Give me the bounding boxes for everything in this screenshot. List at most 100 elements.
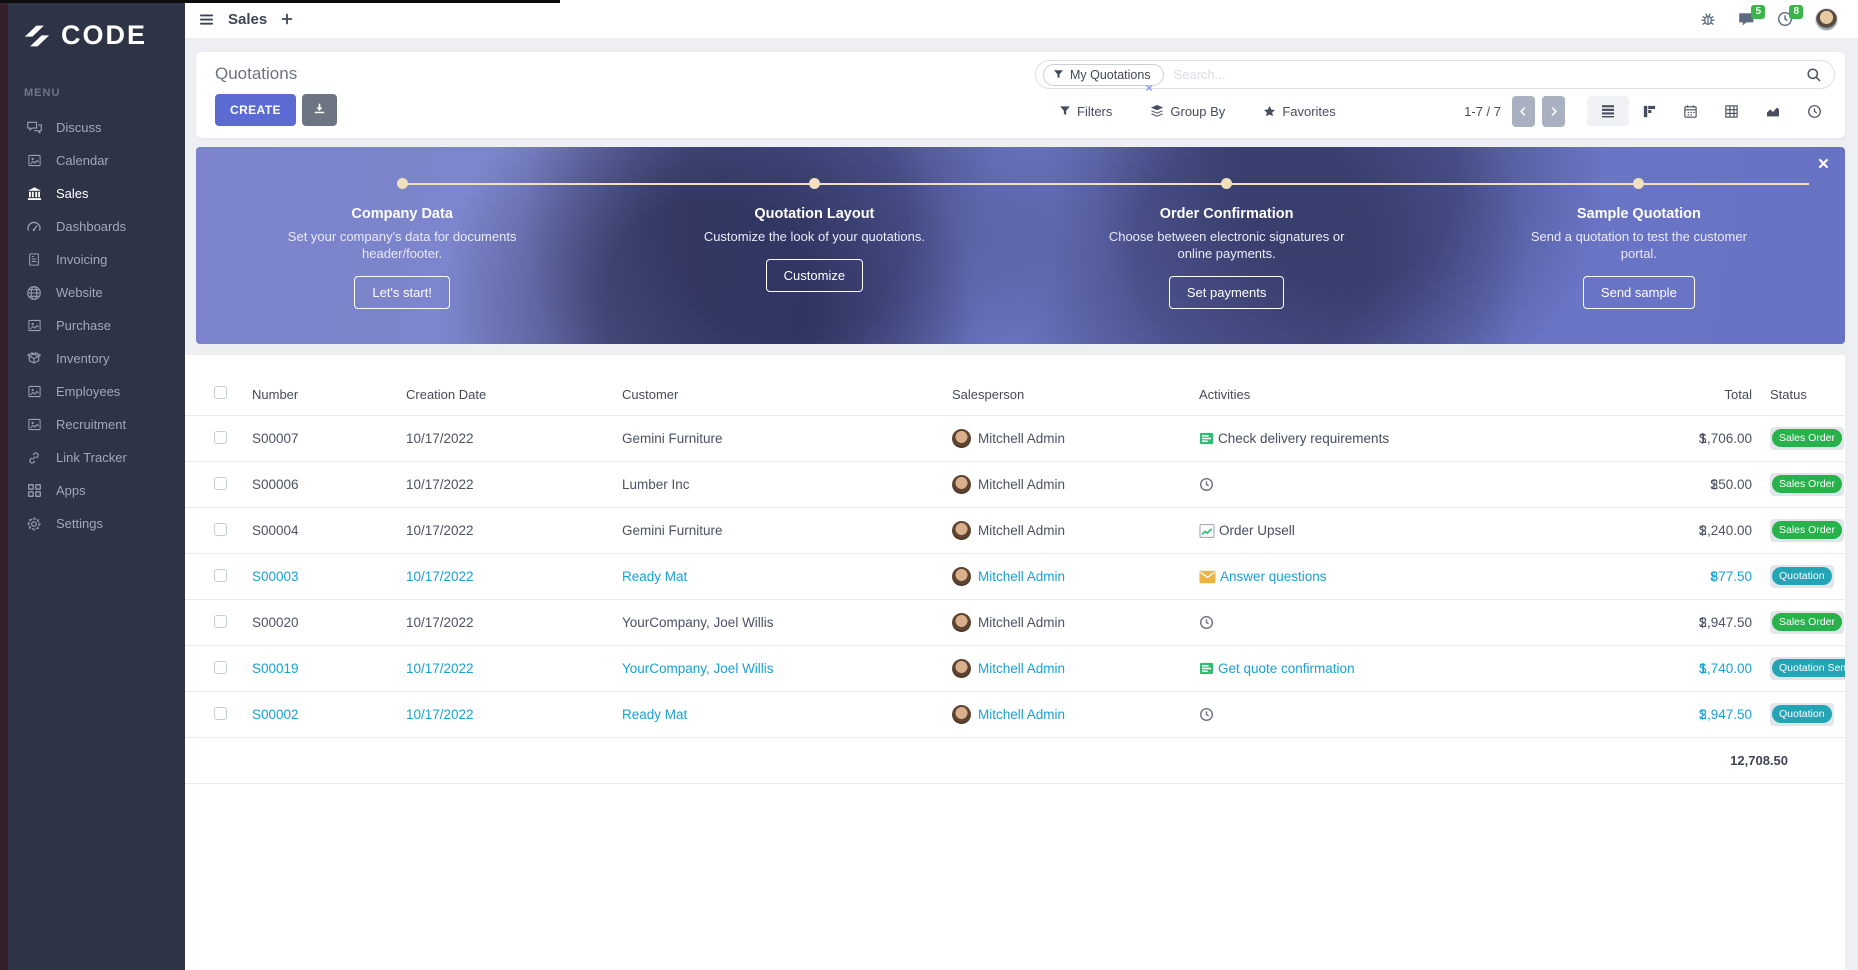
funnel-icon (1059, 105, 1071, 117)
cell-total: $1,706.00 (1579, 416, 1752, 462)
filters-button[interactable]: Filters (1059, 104, 1112, 119)
select-all-checkbox[interactable] (214, 386, 227, 399)
search-bar[interactable]: My Quotations × (1035, 60, 1835, 89)
sidebar-item-employees[interactable]: Employees (8, 375, 185, 408)
sidebar-item-dashboards[interactable]: Dashboards (8, 210, 185, 243)
status-badge: Sales Order (1772, 475, 1842, 493)
onboarding-step-order-confirmation: Order ConfirmationChoose between electro… (1021, 178, 1433, 309)
step-dot (1221, 178, 1232, 189)
table-row[interactable]: S0000310/17/2022Ready MatMitchell AdminA… (185, 554, 1845, 600)
search-icon[interactable] (1806, 67, 1822, 83)
sidebar-item-recruitment[interactable]: Recruitment (8, 408, 185, 441)
app-title[interactable]: Sales (228, 11, 267, 28)
cell-total: $877.50 (1579, 554, 1752, 600)
table-row[interactable]: S0000210/17/2022Ready MatMitchell Admin$… (185, 692, 1845, 738)
view-pivot-button[interactable] (1711, 97, 1752, 126)
status-badge: Quotation (1772, 705, 1832, 723)
sales-icon (25, 186, 43, 202)
export-button[interactable] (302, 94, 337, 126)
image-icon (25, 384, 43, 399)
sidebar-item-website[interactable]: Website (8, 276, 185, 309)
add-tab-icon[interactable] (281, 13, 293, 25)
hamburger-menu-icon[interactable] (199, 12, 214, 27)
pager-next-button[interactable] (1542, 96, 1565, 127)
column-header-status[interactable]: Status (1752, 355, 1845, 416)
favorites-button[interactable]: Favorites (1263, 104, 1335, 119)
row-checkbox[interactable] (214, 615, 227, 628)
sidebar-item-invoicing[interactable]: Invoicing (8, 243, 185, 276)
view-activity-button[interactable] (1794, 97, 1835, 126)
total-amount: 1,706.00 (1699, 431, 1752, 446)
status-badge: Quotation Sent (1772, 659, 1845, 677)
row-checkbox[interactable] (214, 431, 227, 444)
step-action-button[interactable]: Send sample (1583, 276, 1695, 309)
column-header-total[interactable]: Total (1579, 355, 1752, 416)
cell-activity (1199, 600, 1579, 646)
column-header-creation-date[interactable]: Creation Date (406, 355, 622, 416)
star-icon (1263, 105, 1276, 118)
group-by-button[interactable]: Group By (1150, 104, 1225, 119)
cell-number: S00020 (252, 600, 406, 646)
download-icon (313, 102, 326, 115)
view-kanban-button[interactable] (1629, 97, 1670, 126)
user-avatar[interactable] (1815, 8, 1838, 31)
search-input[interactable] (1164, 67, 1806, 82)
sidebar-item-link-tracker[interactable]: Link Tracker (8, 441, 185, 474)
salesperson-name: Mitchell Admin (978, 569, 1065, 584)
create-button[interactable]: CREATE (215, 94, 296, 126)
step-action-button[interactable]: Customize (766, 259, 863, 292)
sidebar-item-purchase[interactable]: Purchase (8, 309, 185, 342)
row-checkbox[interactable] (214, 523, 227, 536)
table-row[interactable]: S0000410/17/2022Gemini FurnitureMitchell… (185, 508, 1845, 554)
cell-total: $250.00 (1579, 462, 1752, 508)
column-header-number[interactable]: Number (252, 355, 406, 416)
activities-count-badge: 8 (1789, 5, 1803, 19)
chevron-right-icon (1548, 106, 1559, 117)
cell-salesperson: Mitchell Admin (952, 600, 1199, 646)
sidebar-item-label: Inventory (56, 351, 109, 366)
view-calendar-button[interactable] (1670, 97, 1711, 126)
total-amount: 2,947.50 (1699, 707, 1752, 722)
sidebar-item-label: Website (56, 285, 103, 300)
app-logo[interactable]: CODE (8, 0, 185, 51)
chevron-left-icon (1518, 106, 1529, 117)
row-checkbox[interactable] (214, 569, 227, 582)
sidebar-item-inventory[interactable]: Inventory (8, 342, 185, 375)
cell-creation-date: 10/17/2022 (406, 462, 622, 508)
row-checkbox[interactable] (214, 707, 227, 720)
row-checkbox[interactable] (214, 477, 227, 490)
sidebar-item-calendar[interactable]: Calendar (8, 144, 185, 177)
cell-customer: Gemini Furniture (622, 508, 952, 554)
debug-bug-icon[interactable] (1700, 11, 1716, 27)
salesperson-avatar (952, 429, 971, 448)
table-row[interactable]: S0002010/17/2022YourCompany, Joel Willis… (185, 600, 1845, 646)
sidebar-item-settings[interactable]: Settings (8, 507, 185, 540)
step-action-button[interactable]: Set payments (1169, 276, 1285, 309)
messages-icon[interactable]: 5 (1738, 11, 1755, 27)
status-badge: Quotation (1772, 567, 1832, 585)
step-action-button[interactable]: Let's start! (354, 276, 450, 309)
cell-activity: Answer questions (1199, 554, 1579, 600)
sidebar-item-apps[interactable]: Apps (8, 474, 185, 507)
active-filter-tag[interactable]: My Quotations × (1043, 64, 1164, 86)
table-row[interactable]: S0001910/17/2022YourCompany, Joel Willis… (185, 646, 1845, 692)
cell-status: Sales Order (1752, 462, 1845, 508)
footer-total-sum: 12,708.50 (1579, 738, 1845, 784)
sidebar-item-discuss[interactable]: Discuss (8, 111, 185, 144)
table-row[interactable]: S0000610/17/2022Lumber IncMitchell Admin… (185, 462, 1845, 508)
cell-activity (1199, 462, 1579, 508)
pager-range: 1-7 / 7 (1464, 104, 1501, 119)
cell-number: S00019 (252, 646, 406, 692)
table-row[interactable]: S0000710/17/2022Gemini FurnitureMitchell… (185, 416, 1845, 462)
sidebar-item-sales[interactable]: Sales (8, 177, 185, 210)
remove-filter-icon[interactable]: × (1146, 81, 1153, 95)
view-list-button[interactable] (1587, 96, 1629, 126)
column-header-activities[interactable]: Activities (1199, 355, 1579, 416)
pager-previous-button[interactable] (1512, 96, 1535, 127)
activities-clock-icon[interactable]: 8 (1777, 11, 1793, 27)
column-header-salesperson[interactable]: Salesperson (952, 355, 1199, 416)
row-checkbox[interactable] (214, 661, 227, 674)
view-graph-button[interactable] (1752, 96, 1794, 126)
column-header-customer[interactable]: Customer (622, 355, 952, 416)
gear-icon (25, 516, 43, 532)
